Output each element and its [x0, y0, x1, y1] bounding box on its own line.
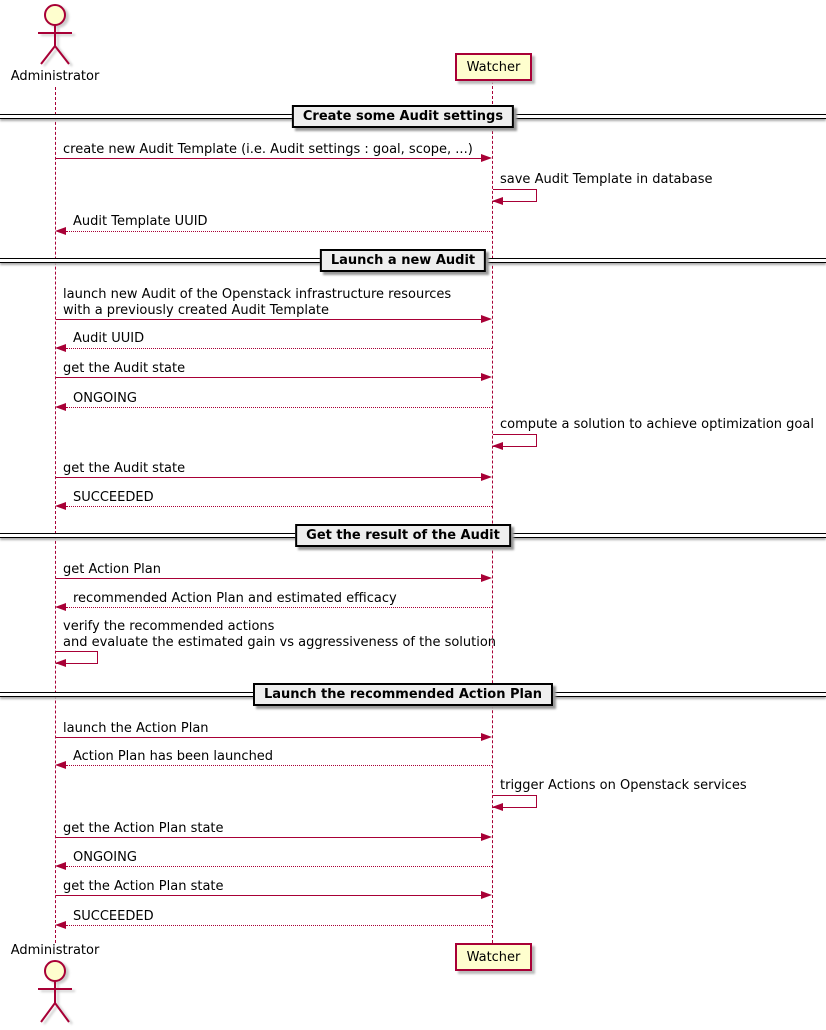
arrowhead-icon: [55, 403, 66, 411]
participant-box-watcher-top: Watcher: [455, 53, 532, 81]
participant-label: Watcher: [466, 949, 521, 965]
return-arrow: [66, 925, 492, 926]
message-arrow: [56, 737, 486, 738]
message-label: get Action Plan: [63, 562, 161, 577]
message-label: get the Action Plan state: [63, 821, 224, 836]
actor-icon: [38, 4, 72, 65]
lifeline-watcher: [492, 81, 493, 943]
return-label: ONGOING: [73, 850, 137, 865]
message-arrow: [56, 158, 486, 159]
actor-icon: [38, 960, 72, 1023]
message-arrow: [56, 895, 486, 896]
return-label: SUCCEEDED: [73, 490, 154, 505]
divider: Launch a new Audit: [319, 249, 487, 272]
arrowhead-icon: [481, 574, 492, 582]
message-label: launch the Action Plan: [63, 721, 209, 736]
self-message-label: trigger Actions on Openstack services: [500, 778, 747, 793]
actor-label-top: Administrator: [10, 69, 100, 84]
self-message-label: compute a solution to achieve optimizati…: [500, 417, 814, 432]
message-arrow: [56, 377, 486, 378]
self-loop: [493, 189, 537, 202]
divider: Get the result of the Audit: [295, 524, 511, 547]
return-arrow: [66, 407, 492, 408]
return-arrow: [66, 866, 492, 867]
arrowhead-icon: [55, 659, 66, 667]
divider-title: Get the result of the Audit: [306, 528, 500, 543]
arrowhead-icon: [492, 803, 503, 811]
message-label: get the Audit state: [63, 461, 186, 476]
message-arrow: [56, 837, 486, 838]
divider-title: Create some Audit settings: [302, 109, 504, 124]
return-arrow: [66, 506, 492, 507]
message-label: get the Action Plan state: [63, 879, 224, 894]
self-message-label: verify the recommended actions and evalua…: [63, 619, 497, 650]
arrowhead-icon: [481, 154, 492, 162]
arrowhead-icon: [481, 891, 492, 899]
return-label: Audit Template UUID: [73, 214, 208, 229]
divider: Create some Audit settings: [291, 105, 515, 128]
self-loop: [56, 651, 98, 664]
return-arrow: [66, 348, 492, 349]
arrowhead-icon: [481, 473, 492, 481]
message-label: launch new Audit of the Openstack infras…: [63, 287, 452, 318]
arrowhead-icon: [481, 733, 492, 741]
divider-title: Launch the recommended Action Plan: [263, 687, 543, 702]
actor-label-bottom: Administrator: [10, 943, 100, 958]
lifeline-administrator: [55, 87, 56, 943]
return-arrow: [66, 607, 492, 608]
arrowhead-icon: [55, 761, 66, 769]
self-loop: [493, 434, 537, 447]
message-arrow: [56, 477, 486, 478]
return-arrow: [66, 765, 492, 766]
arrowhead-icon: [55, 603, 66, 611]
return-label: SUCCEEDED: [73, 909, 154, 924]
arrowhead-icon: [481, 315, 492, 323]
return-label: Audit UUID: [73, 331, 145, 346]
arrowhead-icon: [481, 373, 492, 381]
arrowhead-icon: [481, 833, 492, 841]
arrowhead-icon: [55, 921, 66, 929]
message-label: get the Audit state: [63, 361, 186, 376]
message-label: create new Audit Template (i.e. Audit se…: [63, 142, 473, 157]
return-label: ONGOING: [73, 391, 137, 406]
arrowhead-icon: [55, 502, 66, 510]
arrowhead-icon: [492, 442, 503, 450]
message-arrow: [56, 319, 486, 320]
participant-box-watcher-bottom: Watcher: [455, 943, 532, 971]
arrowhead-icon: [55, 344, 66, 352]
participant-label: Watcher: [466, 59, 521, 75]
message-arrow: [56, 578, 486, 579]
divider-title: Launch a new Audit: [330, 253, 476, 268]
arrowhead-icon: [55, 862, 66, 870]
return-arrow: [66, 231, 492, 232]
return-label: recommended Action Plan and estimated ef…: [73, 591, 397, 606]
self-loop: [493, 795, 537, 808]
return-label: Action Plan has been launched: [73, 749, 274, 764]
arrowhead-icon: [492, 197, 503, 205]
arrowhead-icon: [55, 227, 66, 235]
divider: Launch the recommended Action Plan: [252, 683, 554, 706]
self-message-label: save Audit Template in database: [500, 172, 713, 187]
